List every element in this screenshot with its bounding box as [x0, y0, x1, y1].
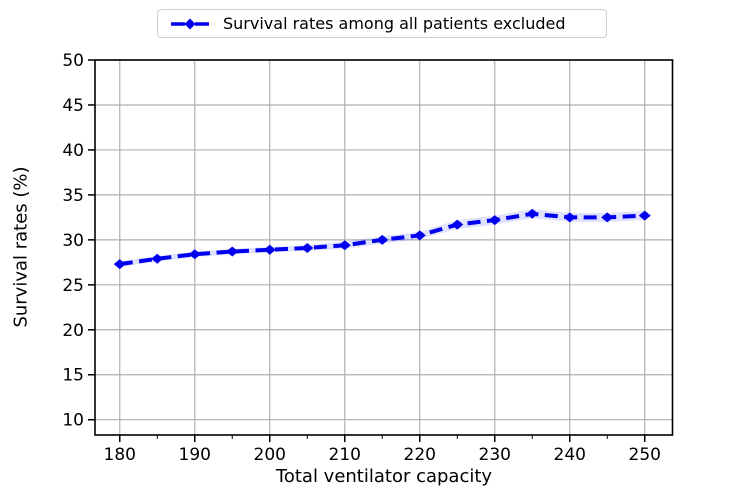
data-point-marker	[301, 242, 314, 253]
x-tick-label: 220	[404, 445, 436, 465]
x-tick-label: 210	[329, 445, 361, 465]
y-axis-label: Survival rates (%)	[10, 166, 32, 328]
y-tick-label: 35	[62, 186, 84, 206]
y-tick-label: 45	[62, 96, 84, 116]
plot-border	[94, 59, 674, 436]
y-tick-label: 25	[62, 276, 84, 296]
data-point-marker	[151, 253, 164, 264]
chart-legend: Survival rates among all patients exclud…	[157, 9, 607, 38]
y-tick-label: 50	[62, 51, 84, 71]
data-point-marker	[113, 259, 126, 270]
y-tick-label: 20	[62, 321, 84, 341]
data-point-marker	[488, 215, 501, 226]
x-tick-label: 230	[479, 445, 511, 465]
data-point-marker	[413, 230, 426, 241]
data-point-marker	[638, 210, 651, 221]
x-tick-label: 200	[254, 445, 286, 465]
y-tick-label: 40	[62, 141, 84, 161]
y-tick-label: 30	[62, 231, 84, 251]
data-point-marker	[451, 219, 464, 230]
x-tick-label: 240	[554, 445, 586, 465]
x-tick-label: 250	[629, 445, 661, 465]
data-point-marker	[188, 249, 201, 260]
data-point-marker	[263, 244, 276, 255]
data-point-marker	[376, 234, 389, 245]
x-tick-label: 180	[104, 445, 136, 465]
data-point-marker	[563, 212, 576, 223]
y-tick-label: 15	[62, 366, 84, 386]
x-axis-label: Total ventilator capacity	[275, 466, 493, 487]
legend-label: Survival rates among all patients exclud…	[223, 14, 566, 33]
x-tick-label: 190	[179, 445, 211, 465]
data-point-marker	[526, 208, 539, 219]
data-point-marker	[601, 212, 614, 223]
legend-line-marker-icon	[171, 18, 209, 29]
data-point-marker	[338, 240, 351, 251]
data-point-marker	[226, 246, 239, 257]
y-tick-label: 10	[62, 411, 84, 431]
